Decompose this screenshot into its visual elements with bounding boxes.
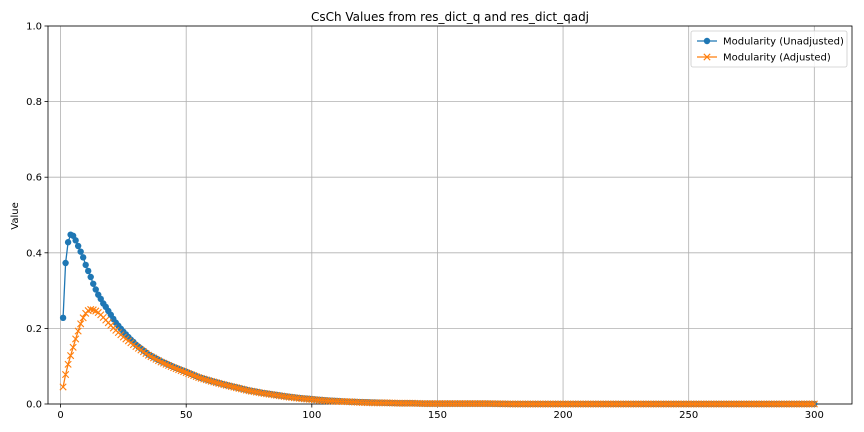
y-axis-ticks: 0.0 0.2 0.4 0.6 0.8 1.0 xyxy=(26,22,48,411)
x-tick-label: 250 xyxy=(679,410,698,421)
data-point xyxy=(61,370,70,379)
data-point xyxy=(90,280,97,287)
data-point xyxy=(79,314,87,322)
x-tick-label: 150 xyxy=(428,410,447,421)
y-tick-label: 0.6 xyxy=(26,173,42,184)
data-point xyxy=(92,286,99,293)
legend-marker xyxy=(703,53,711,61)
chart-title: CsCh Values from res_dict_q and res_dict… xyxy=(311,10,589,24)
y-tick-label: 0.8 xyxy=(26,97,42,108)
x-tick-label: 100 xyxy=(302,410,321,421)
legend-box xyxy=(690,30,848,68)
data-point xyxy=(59,314,67,322)
x-tick-label: 200 xyxy=(554,410,573,421)
data-point xyxy=(85,267,92,275)
data-point xyxy=(72,237,79,244)
data-point xyxy=(77,248,84,255)
legend-label: Modularity (Adjusted) xyxy=(723,53,831,64)
x-tick-label: 50 xyxy=(180,410,193,421)
data-point xyxy=(64,360,72,368)
data-point xyxy=(200,375,208,383)
data-point xyxy=(59,383,67,391)
y-tick-label: 0.0 xyxy=(26,400,42,411)
data-point xyxy=(74,327,82,335)
series-adjusted xyxy=(59,305,818,408)
x-tick-label: 0 xyxy=(57,410,63,421)
data-point xyxy=(67,352,75,360)
y-axis-label: Value xyxy=(10,202,21,229)
x-tick-label: 300 xyxy=(805,410,824,421)
data-point xyxy=(82,261,89,269)
data-point xyxy=(72,335,80,343)
data-point xyxy=(64,239,72,246)
legend-marker xyxy=(703,37,711,45)
legend-item: Modularity (Unadjusted) xyxy=(697,37,844,48)
legend-label: Modularity (Unadjusted) xyxy=(723,37,844,48)
data-point xyxy=(77,320,85,328)
data-point xyxy=(808,400,816,408)
y-tick-label: 0.2 xyxy=(26,324,42,335)
legend: Modularity (Unadjusted) Modularity (Adjus… xyxy=(690,30,848,68)
data-point xyxy=(810,400,818,408)
data-point xyxy=(202,376,210,384)
data-point xyxy=(195,373,203,382)
data-point xyxy=(205,376,213,385)
data-point xyxy=(69,343,77,351)
data-point xyxy=(87,273,94,281)
series-layer xyxy=(59,231,818,408)
data-point xyxy=(87,305,95,314)
y-tick-label: 1.0 xyxy=(26,22,42,33)
y-tick-label: 0.4 xyxy=(26,248,42,259)
legend-item: Modularity (Adjusted) xyxy=(697,53,831,64)
data-point xyxy=(197,374,205,382)
data-point xyxy=(62,259,69,267)
data-point xyxy=(79,254,87,261)
data-point xyxy=(74,242,82,250)
